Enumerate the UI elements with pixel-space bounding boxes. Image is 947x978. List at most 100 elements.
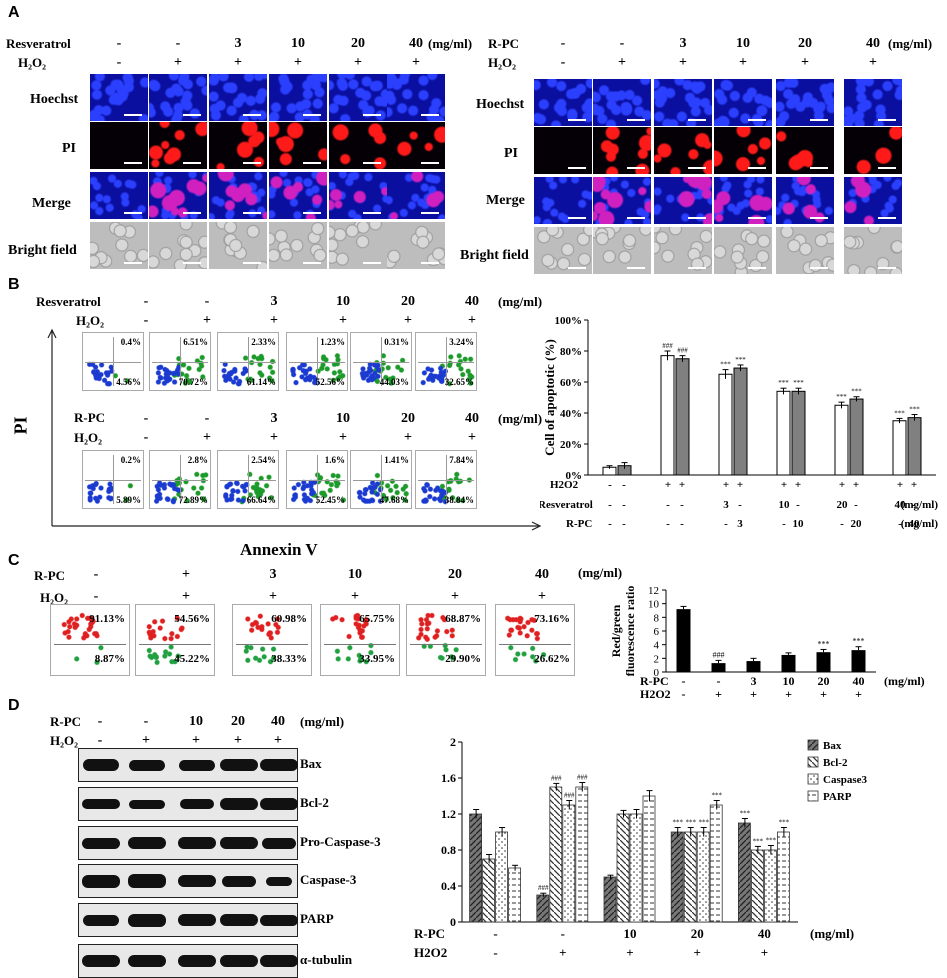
scale-bar	[878, 217, 896, 219]
x-row-value: +	[693, 945, 700, 960]
a-right-h2o2-value-5: +	[869, 55, 877, 70]
gate-line	[236, 643, 308, 645]
bar	[469, 813, 482, 923]
x-row-value: 40	[758, 926, 771, 941]
blot-band	[222, 875, 256, 887]
bar	[791, 390, 806, 476]
scale-bar	[243, 162, 261, 164]
a-left-h2o2-value-2: +	[234, 55, 242, 70]
x-row-value: +	[820, 687, 827, 701]
x-row-value: -	[622, 499, 626, 511]
scale-bar	[124, 262, 142, 264]
blot-band	[220, 837, 258, 849]
legend-label: Caspase3	[823, 774, 868, 786]
micrograph-hoechst	[269, 74, 327, 121]
x-row-value: 20	[691, 926, 704, 941]
x-row-label: Resveratrol	[540, 499, 593, 511]
a-left-row-pi: PI	[62, 141, 76, 156]
b-row2-unit: (mg/ml)	[498, 411, 543, 426]
d-treatment-value-4: 40	[271, 714, 285, 729]
bar	[746, 661, 761, 672]
flow-plot-row1: 0.4% 4.56%	[82, 332, 144, 391]
b-axes	[47, 328, 542, 531]
micrograph-bright	[387, 222, 445, 269]
significance-mark: ***	[894, 409, 905, 417]
b-row2-treatment-value-3: 10	[336, 411, 350, 426]
scale-bar	[363, 212, 381, 214]
quadrant-line	[353, 361, 409, 363]
c-treatment-value-5: 40	[535, 567, 549, 582]
quadrant-line	[289, 479, 345, 481]
bar	[482, 858, 495, 923]
a-right-h2o2-label: H₂O₂	[488, 55, 517, 70]
x-row-value: -	[682, 687, 686, 701]
bar	[733, 367, 748, 476]
micrograph-hoechst	[654, 79, 712, 126]
micrograph-merge	[269, 172, 327, 219]
flow-upper-right-pct: 2.8%	[187, 455, 208, 465]
a-right-treatment-value-3: 10	[736, 36, 750, 51]
flow-plot-row1: 1.23% 52.56%	[286, 332, 348, 391]
micrograph-merge	[654, 177, 712, 224]
a-left-h2o2-value-5: +	[412, 55, 420, 70]
blot-band	[260, 914, 298, 926]
scale-bar	[183, 162, 201, 164]
a-left-row-bright: Bright field	[8, 243, 77, 258]
flow-upper-right-pct: 3.24%	[449, 337, 474, 347]
significance-mark: ***	[766, 837, 777, 845]
bar	[642, 795, 656, 923]
x-row-value: +	[723, 479, 729, 491]
x-row-unit: (mg/ml)	[810, 926, 854, 941]
bar	[781, 654, 796, 672]
b-row2-h2o2-value-5: +	[468, 430, 476, 445]
scale-bar	[810, 267, 828, 269]
quadrant-line	[289, 361, 345, 363]
jc1-plot: 68.87% 29.90%	[406, 604, 486, 676]
micrograph-bright	[776, 227, 834, 274]
x-row-value: 10	[779, 499, 791, 511]
b-row2-h2o2-value-1: +	[203, 430, 211, 445]
bar	[907, 417, 922, 476]
flow-lower-right-pct: 5.89%	[116, 495, 141, 505]
a-right-treatment-label: R-PC	[488, 36, 520, 51]
gate-line	[139, 643, 211, 645]
flow-lower-right-pct: 4.56%	[116, 377, 141, 387]
scale-bar	[363, 262, 381, 264]
scale-bar	[124, 212, 142, 214]
y-tick-label: 1.2	[441, 807, 456, 821]
quadrant-line	[220, 479, 276, 481]
flow-lower-right-pct: 44.03%	[379, 377, 409, 387]
micrograph-hoechst	[776, 79, 834, 126]
x-row-value: +	[761, 945, 768, 960]
scale-bar	[124, 114, 142, 116]
x-row-value: -	[738, 499, 742, 511]
jc1-upper-pct: 68.87%	[445, 613, 481, 625]
bar	[849, 398, 864, 476]
b-row1-treatment-value-0: -	[143, 294, 149, 309]
b-row1-treatment-value-2: 3	[270, 294, 278, 309]
blot-band	[82, 799, 120, 809]
micrograph-pi	[534, 127, 592, 174]
micrograph-pi	[90, 122, 148, 169]
scale-bar	[183, 262, 201, 264]
micrograph-pi	[593, 127, 651, 174]
c-treatment-value-0: -	[93, 567, 99, 582]
legend-label: PARP	[823, 791, 852, 803]
b-row1-h2o2-value-3: +	[339, 313, 347, 328]
x-row-value: +	[781, 479, 787, 491]
scale-bar	[748, 217, 766, 219]
blot-band	[128, 913, 166, 927]
y-tick-label: 20%	[560, 439, 582, 451]
a-right-h2o2-value-2: +	[679, 55, 687, 70]
flow-plot-row1: 2.33% 61.14%	[217, 332, 279, 391]
scale-bar	[748, 167, 766, 169]
a-right-h2o2-value-0: -	[560, 55, 566, 70]
y-tick-label: 0%	[566, 470, 583, 482]
micrograph-hoechst	[534, 79, 592, 126]
significance-mark: ***	[793, 379, 804, 387]
a-left-treatment-value-0: -	[116, 36, 122, 51]
blot-band	[128, 955, 166, 967]
micrograph-merge	[90, 172, 148, 219]
scale-bar	[748, 119, 766, 121]
significance-mark: ###	[677, 347, 688, 355]
